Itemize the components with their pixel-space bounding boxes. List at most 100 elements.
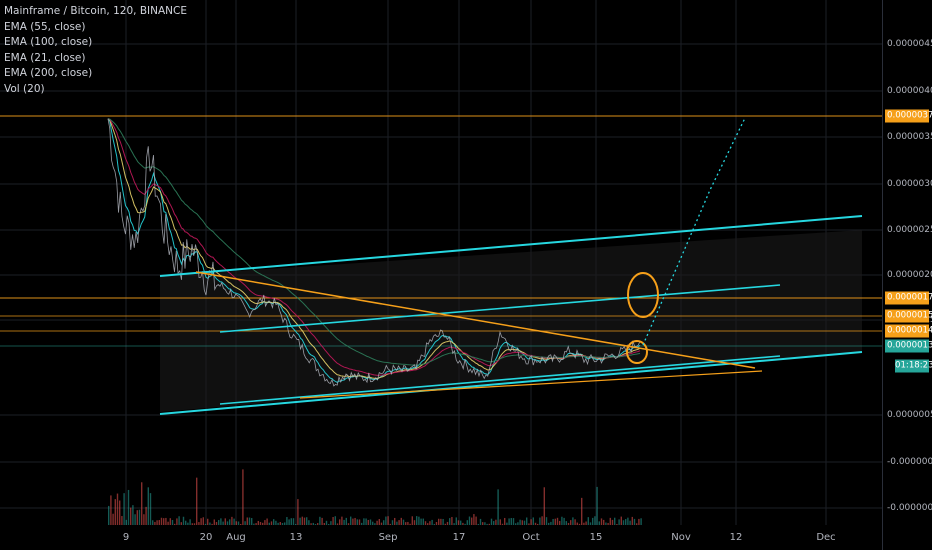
volume-bar — [193, 523, 196, 525]
volume-bar — [383, 520, 385, 525]
volume-bar — [389, 523, 391, 525]
volume-bar — [317, 523, 319, 525]
volume-bar — [411, 516, 413, 525]
volume-bar — [292, 518, 295, 525]
x-tick-label: 17 — [452, 532, 466, 543]
volume-bar — [473, 514, 475, 525]
volume-bar — [574, 519, 576, 525]
volume-bar — [176, 518, 178, 525]
volume-bar — [125, 519, 127, 525]
volume-bar — [453, 523, 455, 525]
volume-bar — [121, 516, 123, 525]
volume-bar — [477, 523, 479, 525]
volume-bar — [622, 520, 625, 525]
price-axis[interactable] — [882, 0, 932, 550]
volume-bar — [592, 517, 594, 525]
volume-bar — [141, 482, 143, 525]
volume-bar — [427, 523, 429, 525]
volume-bar — [235, 521, 237, 525]
volume-bar — [396, 521, 398, 525]
volume-bar — [341, 516, 343, 525]
volume-bar — [246, 517, 248, 525]
volume-bar — [528, 523, 530, 525]
volume-bar — [369, 519, 372, 525]
legend-volume[interactable]: Vol (20) — [4, 82, 45, 95]
volume-bar — [224, 518, 226, 525]
legend-ema-200[interactable]: EMA (200, close) — [4, 67, 93, 80]
x-tick-label: 12 — [729, 532, 743, 543]
volume-bar — [424, 521, 427, 525]
volume-bar — [163, 518, 165, 525]
x-tick-label: 9 — [122, 532, 130, 543]
volume-bar — [152, 520, 154, 525]
volume-bar — [180, 522, 182, 525]
volume-bar — [365, 518, 367, 525]
channel-mid-line — [219, 284, 781, 333]
volume-bar — [336, 523, 339, 525]
volume-bar — [539, 517, 541, 525]
volume-bar — [455, 517, 457, 525]
volume-bar — [259, 521, 262, 525]
volume-bar — [598, 521, 600, 525]
volume-bar — [391, 520, 394, 525]
volume-bar — [433, 523, 435, 525]
volume-bar — [312, 522, 314, 525]
legend-ema-21[interactable]: EMA (21, close) — [4, 51, 86, 64]
volume-bar — [319, 516, 321, 525]
volume-bar — [169, 518, 171, 525]
volume-bar — [198, 522, 200, 525]
volume-bar — [554, 518, 556, 525]
ascending-support-line — [299, 370, 763, 399]
volume-bar — [262, 522, 264, 525]
volume-bar — [114, 499, 116, 525]
volume-bar — [484, 522, 486, 525]
volume-bar — [270, 521, 273, 525]
descending-trendline — [195, 271, 756, 369]
y-tick-label: -0.00000000 — [887, 457, 932, 467]
volume-bar — [288, 519, 290, 525]
channel-mid-lower-line — [219, 355, 781, 405]
volume-bar — [530, 519, 532, 525]
volume-bar — [607, 522, 609, 525]
volume-bar — [116, 493, 119, 525]
volume-bar — [596, 486, 598, 525]
volume-bar — [466, 520, 468, 525]
y-tick-label: 0.00000350 — [887, 132, 932, 142]
volume-bar — [499, 519, 501, 525]
y-tick-label: 0.00000250 — [887, 225, 932, 235]
x-tick-label: Nov — [671, 532, 691, 543]
volume-bar — [352, 518, 354, 525]
target-circle — [627, 272, 659, 318]
volume-bar — [581, 497, 583, 525]
volume-bar — [482, 522, 484, 525]
breakout-circle — [626, 340, 648, 364]
volume-bar — [233, 518, 235, 525]
volume-bar — [422, 518, 424, 525]
volume-bar — [552, 518, 554, 525]
volume-bar — [132, 505, 134, 525]
volume-bar — [202, 517, 204, 525]
volume-bar — [534, 522, 537, 525]
volume-bar — [130, 507, 132, 525]
volume-bar — [561, 516, 563, 525]
volume-bar — [488, 523, 490, 525]
volume-bar — [350, 516, 352, 525]
x-tick-label: Aug — [226, 532, 246, 543]
volume-bar — [112, 513, 114, 525]
volume-bar — [532, 517, 534, 525]
volume-bar — [464, 523, 466, 525]
volume-bar — [303, 517, 306, 525]
volume-bar — [332, 517, 334, 525]
volume-bar — [363, 518, 365, 525]
volume-bar — [550, 521, 552, 525]
volume-bar — [334, 516, 336, 525]
volume-bar — [462, 522, 464, 525]
volume-bar — [504, 517, 506, 525]
volume-bar — [526, 517, 528, 525]
volume-bar — [187, 522, 189, 525]
volume-bar — [229, 519, 231, 525]
legend-ema-55[interactable]: EMA (55, close) — [4, 20, 86, 33]
volume-bar — [213, 519, 215, 525]
legend-ema-100[interactable]: EMA (100, close) — [4, 36, 93, 49]
x-tick-label: 15 — [589, 532, 603, 543]
